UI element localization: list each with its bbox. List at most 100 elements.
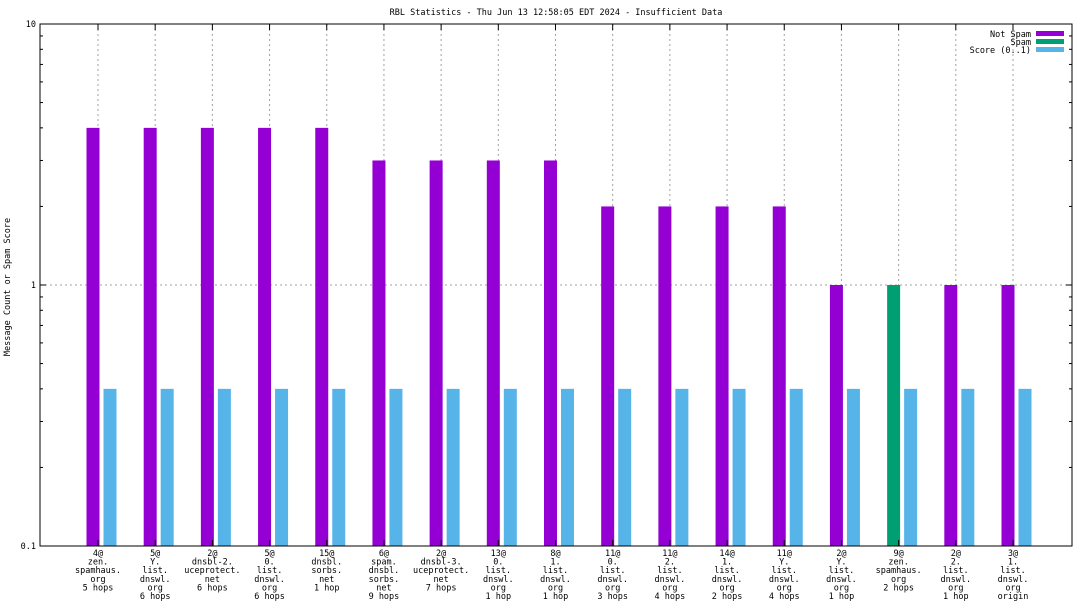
x-tick-label-line: list. [257, 566, 283, 576]
x-tick-label-line: 0. [493, 558, 503, 568]
legend-spam-label: Spam [1011, 38, 1031, 48]
not-spam-bar [86, 127, 100, 547]
x-tick-label-line: org [662, 583, 677, 593]
x-tick-label-line: sorbs. [369, 575, 400, 585]
x-tick-label-line: org [891, 575, 906, 585]
not-spam-bar [372, 160, 386, 546]
x-tick-label-line: 9@ [894, 549, 904, 559]
not-spam-bar [1001, 285, 1015, 546]
x-tick-label-line: 1. [1008, 558, 1018, 568]
x-tick-label-line: 11@ [777, 549, 792, 559]
x-tick-label-line: 11@ [662, 549, 677, 559]
x-tick-label-line: dnswl. [655, 575, 686, 585]
x-tick-label-line: 6@ [379, 549, 389, 559]
x-tick-label-line: zen. [888, 558, 908, 568]
x-tick-label-line: uceprotect. [413, 566, 469, 576]
score-bar [904, 388, 918, 546]
x-tick-label-line: 0. [264, 558, 274, 568]
x-tick-label: 2@ Y. list. dnswl. org 1 hop [826, 549, 857, 602]
not-spam-bar [944, 285, 958, 546]
x-tick-label-line: org [777, 583, 792, 593]
x-tick-label-line: dnswl. [597, 575, 628, 585]
score-bar [675, 388, 689, 546]
x-tick-label-line: 1 hop [543, 592, 569, 602]
x-tick-label-line: 0. [608, 558, 618, 568]
x-tick-label-line: 6 hops [254, 592, 285, 602]
y-tick-label: 1 [31, 281, 36, 291]
x-tick-label-line: 2@ [436, 549, 446, 559]
x-tick-label: 8@ 1. list. dnswl. org 1 hop [540, 549, 571, 602]
x-tick-label-line: dnswl. [540, 575, 571, 585]
not-spam-bar [544, 160, 557, 546]
x-tick-label-line: 4 hops [655, 592, 686, 602]
x-tick-label-line: org [548, 583, 563, 593]
x-tick-label-line: 1. [722, 558, 732, 568]
score-bar [732, 388, 746, 546]
x-tick-label: 11@ 2. list. dnswl. org 4 hops [655, 549, 686, 602]
score-bar [160, 388, 174, 546]
x-tick-label-line: 4 hops [769, 592, 800, 602]
x-tick-label-line: Y. [150, 558, 160, 568]
x-tick-label-line: origin [998, 592, 1029, 602]
x-tick-label-line: spam. [371, 558, 397, 568]
x-tick-label: 13@ 0. list. dnswl. org 1 hop [483, 549, 514, 602]
bars-group [86, 127, 1032, 547]
x-tick-label-line: list. [657, 566, 683, 576]
x-tick-label-line: 9 hops [369, 592, 400, 602]
score-bar [503, 388, 517, 546]
x-tick-label-line: list. [600, 566, 626, 576]
x-tick-label-line: 5@ [264, 549, 274, 559]
x-tick-label: 3@ 1. list. dnswl. org origin [998, 549, 1029, 602]
score-bar [275, 388, 289, 546]
spam-bar [887, 285, 901, 546]
x-tick-label-line: list. [1000, 566, 1026, 576]
score-bar [217, 388, 231, 546]
x-tick-label-line: list. [543, 566, 569, 576]
x-tick-label-line: Y. [779, 558, 789, 568]
x-tick-label: 15@ dnsbl. sorbs. net 1 hop [311, 549, 342, 593]
x-tick-label-line: dnswl. [254, 575, 285, 585]
score-bar [446, 388, 460, 546]
plot-border [39, 23, 1073, 547]
y-tick-label: 10 [26, 20, 36, 30]
x-tick-label-line: Y. [836, 558, 846, 568]
x-tick-label: 5@ 0. list. dnswl. org 6 hops [254, 549, 285, 602]
x-tick-label-line: 6 hops [197, 583, 228, 593]
legend-score-label: Score (0..1) [970, 46, 1031, 56]
x-tick-label-line: org [491, 583, 506, 593]
x-tick-label-line: dnsbl. [369, 566, 400, 576]
x-tick-label-line: 1 hop [943, 592, 969, 602]
x-tick-label-line: 4@ [93, 549, 103, 559]
y-tick-label: 0.1 [21, 542, 36, 552]
x-tick-label-line: 1. [550, 558, 560, 568]
score-bar [389, 388, 403, 546]
x-tick-label-line: 1 hop [486, 592, 512, 602]
x-tick-label-line: org [834, 583, 849, 593]
x-tick-label-line: uceprotect. [184, 566, 240, 576]
x-tick-label-line: list. [714, 566, 740, 576]
x-tick-label-line: dnswl. [483, 575, 514, 585]
x-tick-label-line: list. [142, 566, 168, 576]
x-tick-label-line: 2. [951, 558, 961, 568]
x-tick-label-line: 11@ [605, 549, 620, 559]
legend-score-swatch [1036, 47, 1064, 52]
score-bar [561, 388, 574, 546]
x-tick-label-line: dnsbl-3. [421, 558, 462, 568]
x-tick-label-line: org [90, 575, 105, 585]
x-tick-label: 2@ dnsbl-2. uceprotect. net 6 hops [184, 549, 240, 593]
chart-title: RBL Statistics - Thu Jun 13 12:58:05 EDT… [390, 8, 723, 18]
x-tick-label-line: sorbs. [311, 566, 342, 576]
x-tick-label-line: list. [943, 566, 969, 576]
not-spam-bar [658, 206, 672, 547]
x-tick-label-line: 6 hops [140, 592, 171, 602]
x-tick-label-line: list. [829, 566, 855, 576]
not-spam-bar [829, 285, 843, 546]
x-tick-label-line: dnswl. [140, 575, 171, 585]
x-tick-label-line: 3 hops [597, 592, 628, 602]
y-axis-label: Message Count or Spam Score [3, 218, 13, 356]
x-tick-label: 2@ 2. list. dnswl. org 1 hop [940, 549, 971, 602]
score-bar [103, 388, 117, 546]
x-tick-label-line: 2@ [951, 549, 961, 559]
x-tick-label-line: org [605, 583, 620, 593]
